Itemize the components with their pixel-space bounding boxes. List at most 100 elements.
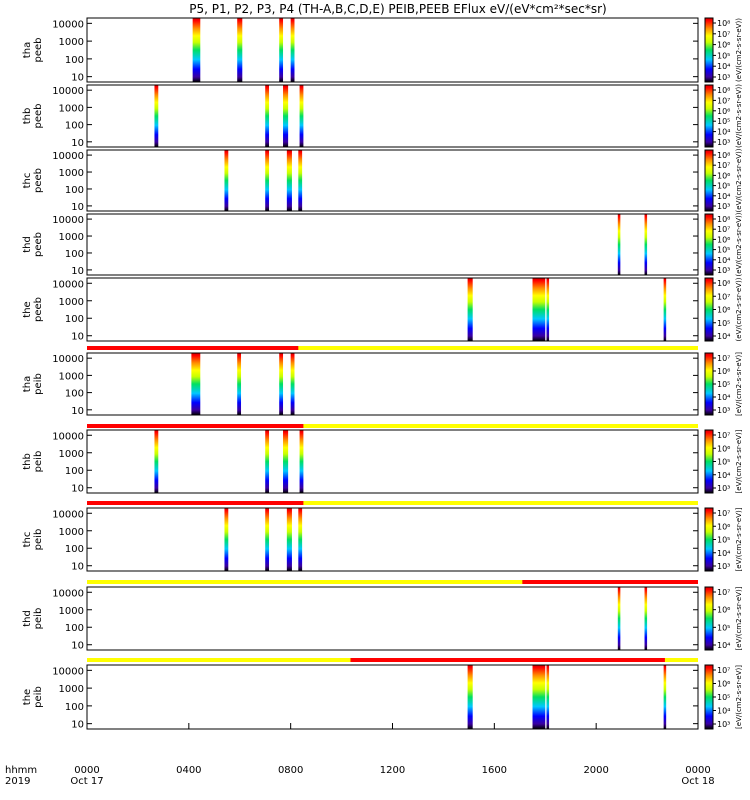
y-tick-label: 100 <box>65 121 84 132</box>
y-tick-label: 10000 <box>52 588 84 599</box>
flag-bar-red <box>87 424 304 428</box>
colorbar-tick-label: 10⁸ <box>717 151 730 160</box>
panel-label-probe: tha <box>22 376 33 392</box>
spectrogram-band <box>467 278 473 341</box>
spectrogram-band <box>154 430 159 493</box>
x-axis: hhmm 2019 0000 0400 0800 1200 1600 2000 0000Oc… <box>5 723 715 787</box>
panel-frame <box>86 429 699 494</box>
spectrogram-band <box>283 85 289 147</box>
colorbar-unit-text: [eV/(cm2-s-sr-eV)] <box>735 429 743 493</box>
y-tick-label: 10000 <box>52 354 84 365</box>
colorbar-tick-label: 10⁷ <box>717 161 730 170</box>
spectrogram-band <box>617 214 621 275</box>
y-tick-label: 10000 <box>52 19 84 30</box>
colorbar-tick-label: 10⁵ <box>717 51 730 60</box>
spectrogram-band <box>644 214 648 275</box>
colorbar-unit-text: (eV/(cm2-s-sr-eV)) <box>735 148 743 212</box>
colorbar-unit-label: [eV/(cm2-s-sr-eV)] <box>735 429 743 493</box>
panel-label-probe: thd <box>22 236 33 253</box>
y-tick-label: 100 <box>65 702 84 713</box>
colorbar-tick-label: 10⁶ <box>717 680 730 689</box>
panel-thd-peib: 10 100 1000 10000 thd peib 10⁴ 10⁵ 10⁶ 10⁷ [eV/(cm… <box>22 580 743 652</box>
spectrogram-band <box>663 665 667 729</box>
x-date-label-start: Oct 17 <box>70 776 103 787</box>
y-tick-label: 100 <box>65 55 84 66</box>
colorbar-tick-label: 10⁴ <box>717 128 730 137</box>
spectrogram-band <box>265 430 270 493</box>
colorbar-tick-label: 10⁵ <box>717 623 730 632</box>
y-tick-label: 10 <box>71 562 84 573</box>
colorbar-tick-label: 10⁶ <box>717 171 730 180</box>
y-tick-label: 100 <box>65 544 84 555</box>
colorbar-tick-label: 10³ <box>717 562 730 571</box>
y-tick-label: 1000 <box>59 684 84 695</box>
colorbar-unit-text: (eV/(cm2-s-sr-eV)) <box>735 18 743 82</box>
y-tick-label: 1000 <box>59 449 84 460</box>
colorbar-tick-label: 10⁸ <box>717 86 730 95</box>
panel-frame <box>86 84 699 148</box>
panel-frame <box>86 352 699 416</box>
spectrogram-band <box>644 587 648 650</box>
y-tick-label: 10 <box>71 73 84 84</box>
colorbar-tick-label: 10³ <box>717 202 730 211</box>
colorbar-tick-label: 10³ <box>717 406 730 415</box>
panel-label-probe: the <box>22 689 33 705</box>
spectrogram-band <box>192 18 201 82</box>
panel-label: thb peib <box>22 451 44 473</box>
y-tick-label: 10000 <box>52 509 84 520</box>
colorbar <box>704 277 714 342</box>
colorbar-unit-text: [eV/(cm2-s-sr-eV)] <box>735 586 743 650</box>
colorbar-tick-label: 10³ <box>717 73 730 82</box>
panel-thb-peib: 10 100 1000 10000 thb peib 10³ 10⁴ 10⁵ 10⁶ 10⁷ [eV/… <box>22 424 743 495</box>
colorbar-tick-label: 10⁴ <box>717 471 730 480</box>
panel-the-peeb: 10 100 1000 10000 the peeb 10⁴ 10⁵ 10⁶ 10⁷ 10⁸ (eV/… <box>22 277 743 342</box>
spectrogram-band <box>299 430 304 493</box>
flag-bar-red <box>87 501 304 505</box>
colorbar-unit-text: (eV/(cm2-s-sr-eV)) <box>735 277 743 341</box>
colorbar-tick-label: 10⁶ <box>717 235 730 244</box>
colorbar-tick-label: 10⁴ <box>717 641 730 650</box>
x-tick-label: 0000 <box>685 765 710 776</box>
flag-bar-red <box>522 580 698 584</box>
y-tick-label: 1000 <box>59 168 84 179</box>
panel-label: tha peib <box>22 373 44 395</box>
y-tick-label: 10000 <box>52 151 84 162</box>
panel-label: the peib <box>22 686 44 708</box>
colorbar-unit-text: [eV/(cm2-s-sr-eV)] <box>735 665 743 729</box>
colorbar-tick-label: 10⁷ <box>717 96 730 105</box>
panel-label-product: peib <box>33 529 44 551</box>
colorbar-tick-label: 10³ <box>717 484 730 493</box>
panel-label-product: peib <box>33 451 44 473</box>
colorbar-unit-label: [eV/(cm2-s-sr-eV)] <box>735 507 743 571</box>
x-axis-row-label: hhmm <box>5 765 37 776</box>
flag-bar-red <box>87 346 299 350</box>
spectrogram-band <box>546 665 550 729</box>
y-tick-label: 100 <box>65 623 84 634</box>
flag-bar-red <box>350 658 665 662</box>
x-tick-label: 0400 <box>176 765 201 776</box>
colorbar-tick-label: 10⁴ <box>717 62 730 71</box>
y-tick-label: 1000 <box>59 232 84 243</box>
colorbar <box>704 17 714 83</box>
colorbar-tick-label: 10⁷ <box>717 666 730 675</box>
spectrogram-band <box>283 430 289 493</box>
flag-bar-yellow <box>87 346 698 350</box>
spectrogram-band <box>237 18 243 82</box>
panel-label-product: peib <box>33 608 44 630</box>
figure-title: P5, P1, P2, P3, P4 (TH-A,B,C,D,E) PEIB,P… <box>189 2 606 16</box>
y-tick-label: 10 <box>71 202 84 213</box>
colorbar <box>704 213 714 276</box>
y-tick-label: 10000 <box>52 86 84 97</box>
colorbar-tick-label: 10⁷ <box>717 588 730 597</box>
colorbar-tick-label: 10⁶ <box>717 107 730 116</box>
colorbar-tick-label: 10⁸ <box>717 19 730 28</box>
colorbar-tick-label: 10⁵ <box>717 458 730 467</box>
spectrogram-band <box>617 587 621 650</box>
colorbar-tick-label: 10⁴ <box>717 393 730 402</box>
y-tick-label: 1000 <box>59 371 84 382</box>
colorbar-tick-label: 10⁶ <box>717 306 730 315</box>
colorbar-tick-label: 10⁵ <box>717 246 730 255</box>
spectrogram-band <box>467 665 473 729</box>
x-date-label-end: Oct 18 <box>681 776 714 787</box>
